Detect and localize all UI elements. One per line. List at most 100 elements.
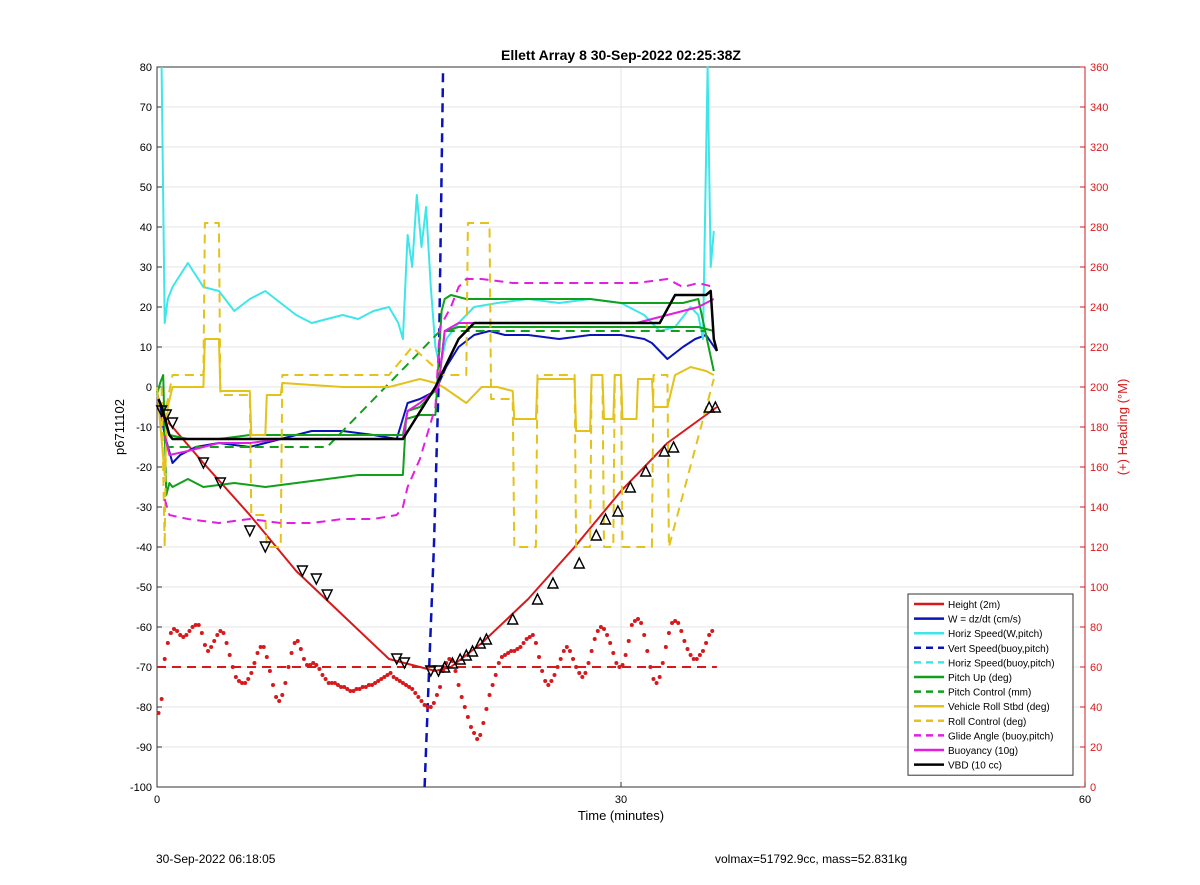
y-tick-label-left: -50 (136, 582, 152, 594)
heading-point (651, 677, 656, 681)
y-tick-label-left: -10 (136, 422, 152, 434)
y-tick-label-left: 60 (140, 142, 152, 154)
heading-point (388, 671, 393, 675)
heading-point (537, 655, 542, 659)
heading-point (159, 697, 164, 701)
heading-point (218, 629, 223, 633)
heading-point (422, 703, 427, 707)
heading-point (209, 645, 214, 649)
heading-point (394, 677, 399, 681)
heading-point (308, 663, 313, 667)
heading-point (620, 663, 625, 667)
y-tick-label-left: -80 (136, 702, 152, 714)
footer-params: volmax=51792.9cc, mass=52.831kg (715, 852, 908, 866)
y-tick-label-right: 100 (1090, 582, 1108, 594)
heading-point (636, 617, 641, 621)
heading-point (598, 625, 603, 629)
height-marker (424, 665, 437, 678)
legend-entry: Roll Control (deg) (948, 717, 1026, 728)
heading-point (280, 693, 285, 697)
heading-point (335, 683, 340, 687)
heading-point (589, 649, 594, 653)
heading-point (357, 687, 362, 691)
heading-point (172, 627, 177, 631)
heading-point (323, 677, 328, 681)
y-tick-label-right: 80 (1090, 622, 1102, 634)
heading-point (305, 663, 310, 667)
y-tick-label-right: 240 (1090, 302, 1108, 314)
heading-point (617, 665, 622, 669)
height-marker (639, 464, 652, 477)
y-tick-label-left: 0 (146, 382, 152, 394)
y-tick-label-left: 40 (140, 222, 152, 234)
heading-point (533, 641, 538, 645)
heading-point (580, 675, 585, 679)
heading-point (549, 679, 554, 683)
heading-point (645, 649, 650, 653)
heading-point (271, 683, 275, 687)
heading-point (400, 681, 405, 685)
heading-point (438, 685, 443, 689)
heading-point (311, 661, 316, 665)
y-tick-label-left: -40 (136, 542, 152, 554)
heading-point (314, 663, 319, 667)
heading-point (472, 731, 477, 735)
series-line-glide-angle-buoy-pitch (163, 278, 715, 524)
heading-point (286, 665, 291, 669)
heading-point (465, 715, 470, 719)
heading-point (419, 699, 424, 703)
height-marker (506, 612, 519, 625)
heading-point (366, 683, 371, 687)
y-tick-label-left: 20 (140, 302, 152, 314)
heading-point (571, 657, 576, 661)
height-marker (709, 400, 722, 413)
series-line-vehicle-roll-stbd-deg (156, 338, 715, 476)
heading-point (518, 645, 523, 649)
y-tick-label-left: -60 (136, 622, 152, 634)
y-axis-label-right: (+) Heading (°M) (1115, 379, 1130, 476)
heading-point (642, 633, 647, 637)
heading-point (666, 631, 671, 635)
y-tick-label-left: 70 (140, 102, 152, 114)
y-tick-label-left: -70 (136, 662, 152, 674)
heading-point (289, 651, 294, 655)
heading-point (168, 631, 173, 635)
heading-point (190, 625, 195, 629)
heading-point (499, 655, 504, 659)
heading-point (577, 671, 582, 675)
heading-point (478, 733, 483, 737)
heading-layer (156, 617, 717, 741)
x-tick-label: 30 (615, 794, 627, 806)
height-marker (624, 480, 637, 493)
heading-point (379, 677, 384, 681)
y-tick-label-left: 10 (140, 342, 152, 354)
heading-point (332, 681, 337, 685)
heading-point (277, 699, 282, 703)
heading-point (267, 669, 272, 673)
y-tick-label-right: 0 (1090, 782, 1096, 794)
height-marker (599, 512, 612, 525)
heading-point (236, 679, 241, 683)
heading-point (391, 675, 396, 679)
series-line-roll-control-deg (160, 222, 715, 548)
heading-point (382, 675, 387, 679)
heading-point (462, 705, 467, 709)
heading-point (376, 679, 381, 683)
height-marker (155, 405, 168, 418)
marker-layer (155, 400, 722, 678)
heading-point (697, 653, 702, 657)
heading-point (567, 649, 572, 653)
heading-point (227, 653, 232, 657)
height-marker (310, 573, 323, 586)
heading-point (385, 673, 390, 677)
height-marker (166, 417, 179, 430)
heading-point (608, 641, 613, 645)
height-marker (531, 592, 544, 605)
y-tick-label-left: -100 (130, 782, 152, 794)
heading-point (623, 653, 628, 657)
heading-point (413, 691, 418, 695)
heading-point (240, 681, 245, 685)
y-tick-label-right: 140 (1090, 502, 1108, 514)
heading-point (431, 701, 436, 705)
heading-point (215, 633, 220, 637)
